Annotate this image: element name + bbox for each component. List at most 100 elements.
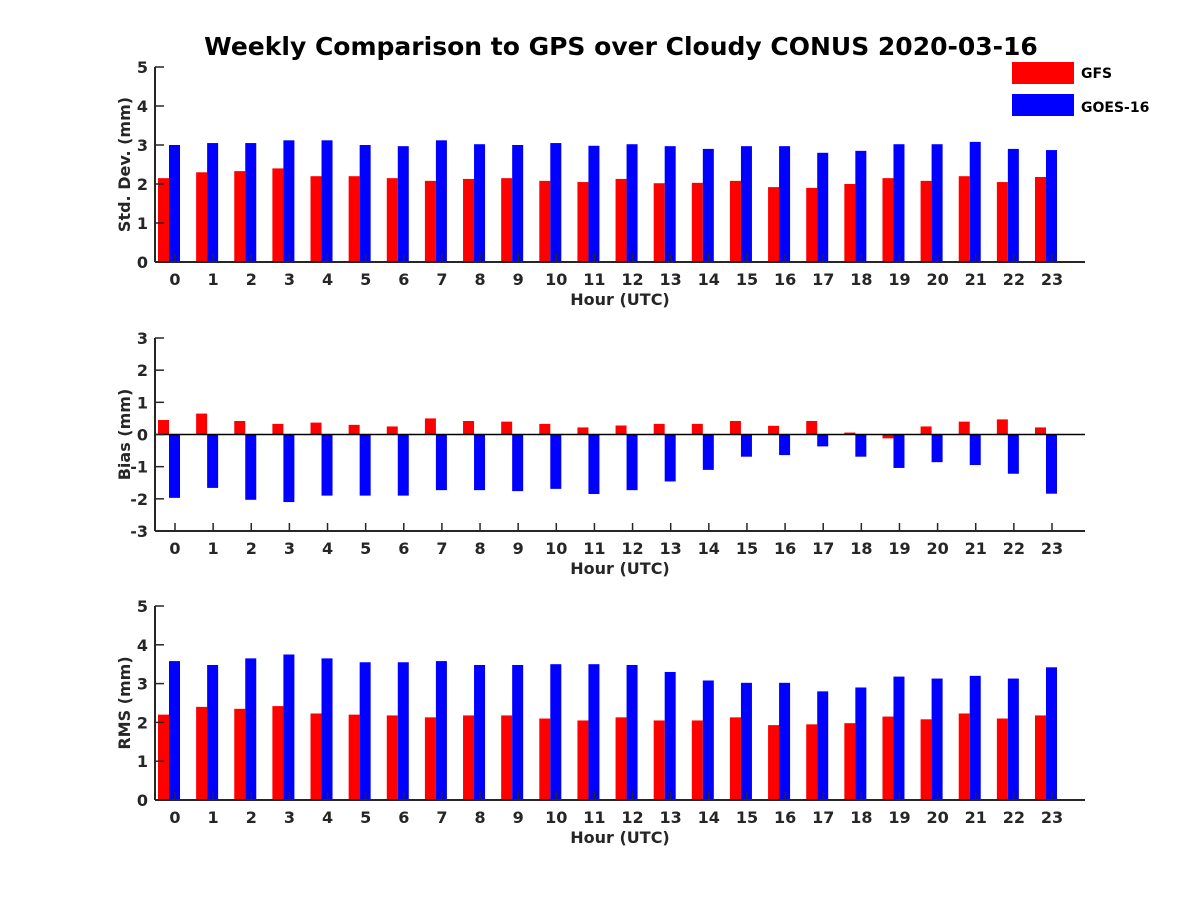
rms-bar-goes16-17	[817, 691, 829, 800]
rms-x-tick-label: 3	[284, 808, 295, 827]
std-dev-x-tick-label: 13	[660, 270, 682, 289]
bias-bar-gfs-15	[729, 420, 741, 435]
std-dev-bar-goes16-6	[397, 146, 409, 262]
bias-bar-goes16-2	[245, 434, 257, 500]
rms-bar-gfs-9	[501, 715, 513, 800]
bias-bar-gfs-11	[577, 427, 589, 435]
std-dev-x-tick-label: 7	[436, 270, 447, 289]
rms-x-tick-label: 4	[322, 808, 333, 827]
std-dev-bar-goes16-4	[321, 140, 333, 262]
rms-bar-gfs-10	[539, 718, 551, 800]
bias-bar-goes16-8	[474, 434, 486, 491]
std-dev-bar-gfs-13	[653, 183, 665, 262]
rms-x-tick-label: 13	[660, 808, 682, 827]
rms-bar-gfs-18	[844, 723, 856, 800]
std-dev-bar-gfs-3	[272, 168, 284, 262]
rms-x-tick-label: 17	[812, 808, 834, 827]
bias-bar-goes16-21	[969, 434, 981, 466]
std-dev-bar-goes16-1	[207, 143, 219, 262]
std-dev-x-axis-label: Hour (UTC)	[570, 290, 670, 309]
bias-bar-gfs-3	[272, 423, 284, 435]
bias-bar-goes16-20	[931, 434, 943, 463]
std-dev-x-tick-label: 6	[398, 270, 409, 289]
bias-y-tick-label: -3	[130, 522, 148, 541]
std-dev-x-tick-label: 10	[545, 270, 567, 289]
rms-bar-gfs-2	[234, 708, 246, 800]
bias-x-tick-label: 3	[284, 539, 295, 558]
rms-bar-goes16-12	[626, 664, 638, 800]
std-dev-bar-gfs-4	[310, 176, 322, 262]
bias-bar-goes16-23	[1045, 434, 1057, 494]
bias-bar-goes16-17	[817, 434, 829, 447]
std-dev-bar-goes16-10	[550, 143, 562, 262]
std-dev-bar-goes16-9	[512, 145, 524, 262]
rms-x-axis-label: Hour (UTC)	[570, 828, 670, 847]
std-dev-bar-gfs-20	[920, 180, 932, 262]
bias-y-tick-label: 0	[137, 426, 148, 445]
bias-bar-goes16-16	[779, 434, 791, 456]
rms-bar-goes16-13	[664, 671, 676, 800]
bias-x-tick-label: 7	[436, 539, 447, 558]
bias-x-tick-label: 1	[208, 539, 219, 558]
bias-bar-gfs-22	[996, 419, 1008, 435]
rms-bar-goes16-2	[245, 658, 257, 800]
rms-bar-gfs-17	[806, 724, 818, 800]
std-dev-x-tick-label: 4	[322, 270, 333, 289]
bias-bar-gfs-6	[386, 426, 398, 435]
bias-bar-gfs-13	[653, 423, 665, 435]
std-dev-x-tick-label: 0	[169, 270, 180, 289]
bias-x-tick-label: 17	[812, 539, 834, 558]
bias-x-tick-label: 22	[1003, 539, 1025, 558]
bias-bar-goes16-22	[1007, 434, 1019, 474]
rms-x-tick-label: 16	[774, 808, 796, 827]
std-dev-x-tick-label: 16	[774, 270, 796, 289]
bias-bar-gfs-17	[806, 420, 818, 435]
bias-bar-gfs-14	[691, 423, 703, 435]
std-dev-bar-goes16-14	[702, 148, 714, 262]
rms-bar-gfs-22	[996, 718, 1008, 800]
rms-bar-gfs-21	[958, 713, 970, 800]
std-dev-x-tick-label: 2	[246, 270, 257, 289]
rms-x-tick-label: 0	[169, 808, 180, 827]
rms-bar-goes16-15	[740, 682, 752, 800]
rms-bar-goes16-23	[1045, 667, 1057, 800]
std-dev-y-tick-label: 0	[137, 253, 148, 272]
bias-bar-goes16-6	[397, 434, 409, 496]
bias-x-tick-label: 5	[360, 539, 371, 558]
std-dev-bar-gfs-21	[958, 176, 970, 262]
rms-x-tick-label: 19	[888, 808, 910, 827]
std-dev-x-tick-label: 12	[621, 270, 643, 289]
legend-label-goes16: GOES-16	[1081, 100, 1149, 116]
bias-bar-gfs-0	[158, 420, 169, 435]
bias-bar-goes16-19	[893, 434, 905, 468]
bias-y-tick-label: -2	[130, 490, 148, 509]
rms-bar-goes16-20	[931, 678, 943, 800]
bias-x-tick-label: 16	[774, 539, 796, 558]
std-dev-bar-goes16-19	[893, 144, 905, 262]
std-dev-x-tick-label: 19	[888, 270, 910, 289]
rms-x-tick-label: 15	[736, 808, 758, 827]
legend-swatch-gfs	[1012, 62, 1074, 84]
std-dev-y-axis-label: Std. Dev. (mm)	[115, 97, 134, 232]
bias-x-tick-label: 21	[965, 539, 987, 558]
bias-bar-goes16-1	[207, 434, 219, 488]
bias-bar-gfs-19	[882, 434, 894, 439]
bias-x-tick-label: 15	[736, 539, 758, 558]
rms-bar-goes16-21	[969, 675, 981, 800]
chart-title: Weekly Comparison to GPS over Cloudy CON…	[204, 32, 1038, 61]
std-dev-x-tick-label: 21	[965, 270, 987, 289]
std-dev-bar-gfs-19	[882, 178, 894, 262]
std-dev-x-tick-label: 22	[1003, 270, 1025, 289]
rms-bar-goes16-7	[435, 661, 447, 800]
rms-bar-goes16-5	[359, 662, 371, 800]
bias-bar-gfs-23	[1034, 427, 1046, 435]
bias-bar-goes16-0	[169, 434, 180, 498]
rms-bar-goes16-19	[893, 676, 905, 800]
std-dev-x-tick-label: 9	[513, 270, 524, 289]
std-dev-x-tick-label: 20	[926, 270, 948, 289]
std-dev-bar-gfs-12	[615, 178, 627, 262]
bias-x-tick-label: 14	[698, 539, 720, 558]
rms-x-tick-label: 9	[513, 808, 524, 827]
bias-bar-gfs-5	[348, 424, 360, 435]
